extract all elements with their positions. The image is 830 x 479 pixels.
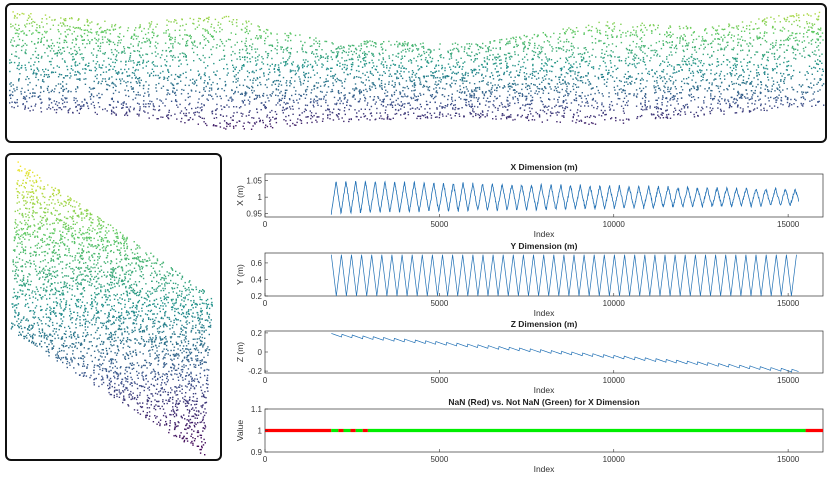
chart-title: X Dimension (m) (510, 162, 577, 172)
chart-title: NaN (Red) vs. Not NaN (Green) for X Dime… (448, 397, 639, 407)
series-line (330, 180, 799, 215)
series-line (331, 333, 799, 373)
chart-title: Y Dimension (m) (511, 241, 578, 251)
x-tick-label: 10000 (603, 299, 626, 308)
y-tick-label: 1 (258, 427, 263, 436)
x-axis-label: Index (534, 308, 556, 318)
x-tick-label: 5000 (430, 220, 448, 229)
y-axis-label: Z (m) (235, 342, 245, 362)
x-tick-label: 10000 (603, 220, 626, 229)
point-cloud-dots (9, 11, 825, 130)
chart-2: Y Dimension (m) 0 5000 10000 15000 0.2 0.4 0.6 I… (235, 241, 824, 318)
x-tick-label: 15000 (777, 455, 800, 464)
point-cloud-dots (10, 161, 213, 456)
y-tick-label: 0.6 (251, 259, 263, 268)
x-tick-label: 5000 (430, 455, 448, 464)
axes-box (264, 330, 824, 374)
x-tick-label: 15000 (777, 376, 800, 385)
point-cloud-parallelogram-image (10, 161, 213, 456)
top-point-cloud-panel (5, 3, 827, 143)
x-tick-label: 0 (263, 299, 268, 308)
x-tick-label: 15000 (777, 220, 800, 229)
y-tick-label: 0.95 (246, 210, 262, 219)
point-cloud-panorama-image (9, 11, 825, 130)
y-tick-label: 1.05 (246, 177, 262, 186)
y-tick-label: 0 (258, 348, 263, 357)
y-tick-label: 0.4 (251, 275, 263, 284)
y-tick-label: 0.2 (251, 329, 263, 338)
y-tick-label: 0.9 (251, 448, 263, 457)
x-tick-label: 0 (263, 455, 268, 464)
x-tick-label: 10000 (603, 455, 626, 464)
x-tick-label: 5000 (430, 299, 448, 308)
y-tick-label: 1.1 (251, 405, 263, 414)
x-axis-label: Index (534, 229, 556, 239)
series-line (330, 254, 797, 297)
x-axis-label: Index (534, 464, 556, 474)
axes-box (264, 252, 824, 297)
x-tick-label: 10000 (603, 376, 626, 385)
y-tick-label: -0.2 (248, 367, 262, 376)
y-axis-label: X (m) (235, 185, 245, 206)
x-tick-label: 0 (263, 376, 268, 385)
y-tick-label: 1 (258, 193, 263, 202)
axes-box (264, 173, 824, 218)
chart-title: Z Dimension (m) (511, 319, 578, 329)
y-axis-label: Y (m) (235, 264, 245, 285)
axes-box (264, 408, 824, 453)
left-point-cloud-panel (5, 153, 222, 461)
x-tick-label: 0 (263, 220, 268, 229)
chart-4: NaN (Red) vs. Not NaN (Green) for X Dime… (235, 397, 824, 474)
x-tick-label: 15000 (777, 299, 800, 308)
chart-3: Z Dimension (m)0 5000 10000 15000-0.200.2In… (235, 319, 824, 395)
x-tick-label: 5000 (430, 376, 448, 385)
y-tick-label: 0.2 (251, 292, 263, 301)
y-axis-label: Value (235, 420, 245, 441)
chart-1: X Dimension (m) 0 5000 10000 15000 0.95 1 1.05 I… (235, 162, 824, 239)
x-axis-label: Index (534, 385, 556, 395)
